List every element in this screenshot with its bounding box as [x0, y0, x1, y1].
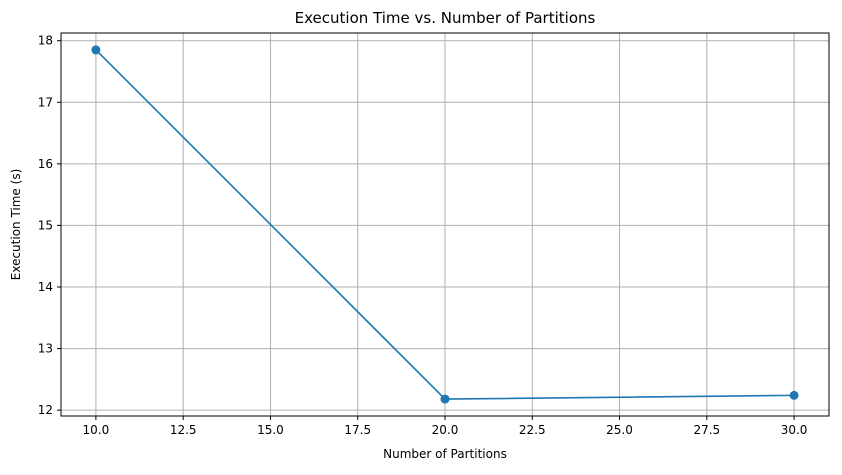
x-tick-label: 10.0: [83, 423, 110, 437]
x-tick-label: 25.0: [606, 423, 633, 437]
axis-ticks: 10.0 12.5 15.0 17.5 20.0 22.5 25.0 27.5 30.0 12 13…: [38, 34, 808, 437]
series: [91, 45, 799, 404]
x-axis-label: Number of Partitions: [383, 447, 507, 461]
x-tick-label: 12.5: [170, 423, 197, 437]
grid: [61, 33, 829, 416]
data-point: [91, 45, 101, 55]
data-point: [789, 390, 799, 400]
chart-title: Execution Time vs. Number of Partitions: [295, 9, 596, 27]
y-tick-label: 15: [38, 218, 53, 232]
x-tick-label: 20.0: [432, 423, 459, 437]
y-tick-label: 12: [38, 403, 53, 417]
x-tick-label: 27.5: [693, 423, 720, 437]
y-tick-label: 18: [38, 34, 53, 48]
y-tick-label: 17: [38, 95, 53, 109]
y-tick-label: 14: [38, 280, 53, 294]
x-tick-label: 22.5: [519, 423, 546, 437]
x-tick-label: 30.0: [781, 423, 808, 437]
y-axis-label: Execution Time (s): [9, 169, 23, 281]
y-tick-label: 16: [38, 157, 53, 171]
y-tick-label: 13: [38, 342, 53, 356]
x-tick-label: 17.5: [344, 423, 371, 437]
data-point: [440, 394, 450, 404]
x-tick-label: 15.0: [257, 423, 284, 437]
